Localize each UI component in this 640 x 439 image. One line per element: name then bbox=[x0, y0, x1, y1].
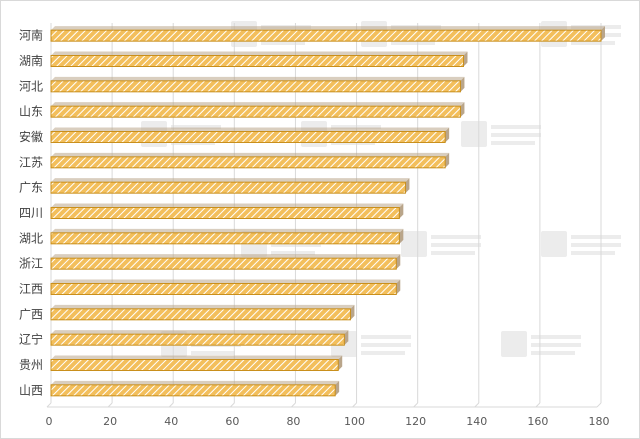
x-tick-label: 120 bbox=[405, 415, 426, 428]
bars bbox=[50, 26, 605, 397]
category-label: 山东 bbox=[19, 105, 43, 119]
bar bbox=[50, 254, 401, 270]
category-label: 河北 bbox=[19, 79, 43, 93]
bar bbox=[50, 102, 465, 118]
category-label: 广东 bbox=[19, 181, 43, 195]
x-tick-label: 60 bbox=[225, 415, 239, 428]
category-label: 湖南 bbox=[19, 53, 43, 68]
x-tick-label: 40 bbox=[164, 415, 178, 428]
gridline-floor bbox=[291, 402, 296, 408]
gridline-floor bbox=[168, 402, 174, 408]
category-label: 江苏 bbox=[19, 155, 43, 169]
bar bbox=[50, 203, 404, 219]
category-label: 贵州 bbox=[19, 358, 43, 372]
category-label: 湖北 bbox=[19, 230, 43, 245]
gridline-floor bbox=[229, 402, 235, 408]
category-label: 四川 bbox=[19, 206, 43, 220]
category-label: 浙江 bbox=[19, 257, 43, 271]
x-tick-label: 20 bbox=[103, 415, 117, 428]
bar bbox=[50, 152, 450, 169]
x-tick-label: 0 bbox=[46, 415, 53, 428]
category-label: 安徽 bbox=[19, 129, 43, 144]
gridline-floor bbox=[535, 402, 541, 408]
x-tick-label: 100 bbox=[344, 415, 365, 428]
category-label: 辽宁 bbox=[19, 332, 43, 347]
bar bbox=[50, 178, 410, 194]
x-tick-label: 180 bbox=[589, 415, 610, 428]
watermark-logo bbox=[401, 231, 481, 257]
x-tick-label: 140 bbox=[466, 415, 487, 428]
bar bbox=[50, 279, 401, 295]
category-label: 广西 bbox=[19, 307, 43, 321]
category-label: 山西 bbox=[19, 383, 43, 397]
bar bbox=[50, 76, 465, 93]
bar bbox=[50, 127, 450, 143]
category-label: 江西 bbox=[19, 282, 43, 296]
bar bbox=[50, 26, 605, 42]
bar bbox=[50, 330, 349, 346]
gridline-floor bbox=[474, 402, 480, 408]
x-tick-labels: 0 20 40 60 80 100 120 140 160 180 bbox=[46, 415, 610, 428]
gridline-floor bbox=[107, 402, 113, 408]
gridline-floor bbox=[596, 402, 602, 408]
bar bbox=[50, 355, 343, 371]
gridline-floor bbox=[46, 402, 52, 408]
category-label: 河南 bbox=[19, 28, 43, 43]
x-tick-label: 80 bbox=[286, 415, 300, 428]
gridline-floor bbox=[413, 402, 419, 408]
gridline-floor bbox=[352, 402, 357, 408]
watermark-logo bbox=[461, 121, 541, 147]
bar bbox=[50, 51, 468, 67]
watermark-logo bbox=[541, 231, 621, 257]
bar bbox=[50, 228, 404, 245]
x-tick-label: 160 bbox=[527, 415, 548, 428]
watermark-logo bbox=[501, 331, 581, 357]
bar bbox=[50, 304, 355, 321]
bar bbox=[50, 380, 340, 397]
